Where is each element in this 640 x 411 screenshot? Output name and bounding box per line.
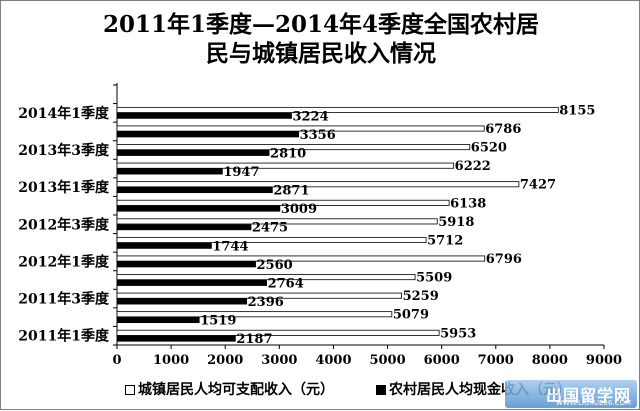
data-label-rural: 1947: [223, 165, 259, 180]
bar-rural: [116, 279, 267, 286]
chart-title-line-1: 2011年1季度—2014年4季度全国农村居: [102, 11, 540, 38]
bar-urban: [116, 181, 520, 188]
data-label-rural: 1744: [212, 239, 248, 254]
data-label-rural: 3224: [292, 109, 328, 124]
x-tick-label: 8000: [532, 353, 568, 368]
bar-urban: [116, 292, 402, 299]
legend-swatch-urban: [125, 385, 135, 395]
bar-rural: [116, 298, 248, 305]
bar-rural: [116, 168, 223, 175]
bar-urban: [116, 311, 393, 318]
bar-rural: [116, 317, 200, 324]
legend-item-urban: 城镇居民人均可支配收入（元）: [125, 382, 334, 398]
y-tick-label: 2012年1季度: [18, 253, 110, 270]
bar-urban: [116, 236, 427, 243]
bar-urban: [116, 329, 440, 336]
bar-rural: [116, 242, 212, 249]
data-label-rural: 2764: [268, 276, 304, 291]
bar-urban: [116, 218, 438, 225]
data-label-urban: 5259: [403, 289, 439, 304]
data-label-urban: 5953: [440, 326, 476, 341]
bar-rural: [116, 149, 270, 156]
bar-rural: [116, 131, 299, 138]
x-tick-label: 0: [112, 353, 121, 368]
chart-title-line-2: 民与城镇居民收入情况: [206, 40, 436, 67]
bar-urban: [116, 125, 485, 132]
x-tick-label: 1000: [153, 353, 189, 368]
y-tick-label: 2013年3季度: [18, 142, 110, 159]
bar-urban: [116, 255, 486, 262]
data-label-urban: 6520: [471, 141, 507, 156]
data-label-rural: 1519: [200, 314, 236, 329]
x-tick-label: 9000: [586, 353, 622, 368]
bar-rural: [116, 261, 256, 268]
bar-rural: [116, 224, 252, 231]
watermark-url: WWW.LIUXUE86.COM: [555, 399, 631, 407]
x-tick-label: 2000: [207, 353, 243, 368]
y-tick-label: 2014年1季度: [18, 105, 110, 122]
y-tick-label: 2011年3季度: [18, 291, 110, 308]
data-label-rural: 3356: [300, 128, 336, 143]
y-tick-label: 2011年1季度: [18, 328, 110, 345]
data-label-urban: 6222: [455, 159, 491, 174]
bar-urban: [116, 144, 471, 151]
x-tick-label: 7000: [478, 353, 514, 368]
legend-swatch-rural: [376, 385, 386, 395]
data-label-urban: 6786: [485, 122, 521, 137]
bar-rural: [116, 112, 292, 119]
y-tick-label: 2013年1季度: [18, 179, 110, 196]
data-label-rural: 2475: [252, 221, 288, 236]
data-label-urban: 7427: [520, 178, 556, 193]
data-label-urban: 5918: [438, 215, 474, 230]
data-label-rural: 2560: [257, 258, 293, 273]
x-tick-label: 6000: [424, 353, 460, 368]
bar-urban: [116, 162, 455, 169]
data-label-rural: 3009: [281, 202, 317, 217]
watermark-logo: 出国留学网 WWW.LIUXUE86.COM: [505, 380, 637, 408]
data-label-urban: 6796: [486, 252, 522, 267]
bar-urban: [116, 106, 559, 113]
bar-rural: [116, 335, 236, 342]
x-tick-label: 5000: [369, 353, 405, 368]
data-label-rural: 2810: [270, 146, 306, 161]
data-label-urban: 5079: [393, 308, 429, 323]
data-label-urban: 6138: [450, 196, 486, 211]
data-label-rural: 2187: [236, 332, 272, 347]
watermark-text: 出国留学网: [545, 386, 631, 405]
data-label-rural: 2871: [273, 184, 309, 199]
data-label-rural: 2396: [248, 295, 284, 310]
bar-urban: [116, 274, 416, 281]
legend-label-urban: 城镇居民人均可支配收入（元）: [138, 382, 334, 398]
bar-urban: [116, 199, 450, 206]
data-label-urban: 5509: [416, 271, 452, 286]
data-label-urban: 5712: [427, 233, 463, 248]
bar-rural: [116, 205, 281, 212]
x-tick-label: 3000: [261, 353, 297, 368]
x-tick-label: 4000: [315, 353, 351, 368]
bar-rural: [116, 187, 273, 194]
data-label-urban: 8155: [559, 103, 595, 118]
y-tick-label: 2012年3季度: [18, 216, 110, 233]
